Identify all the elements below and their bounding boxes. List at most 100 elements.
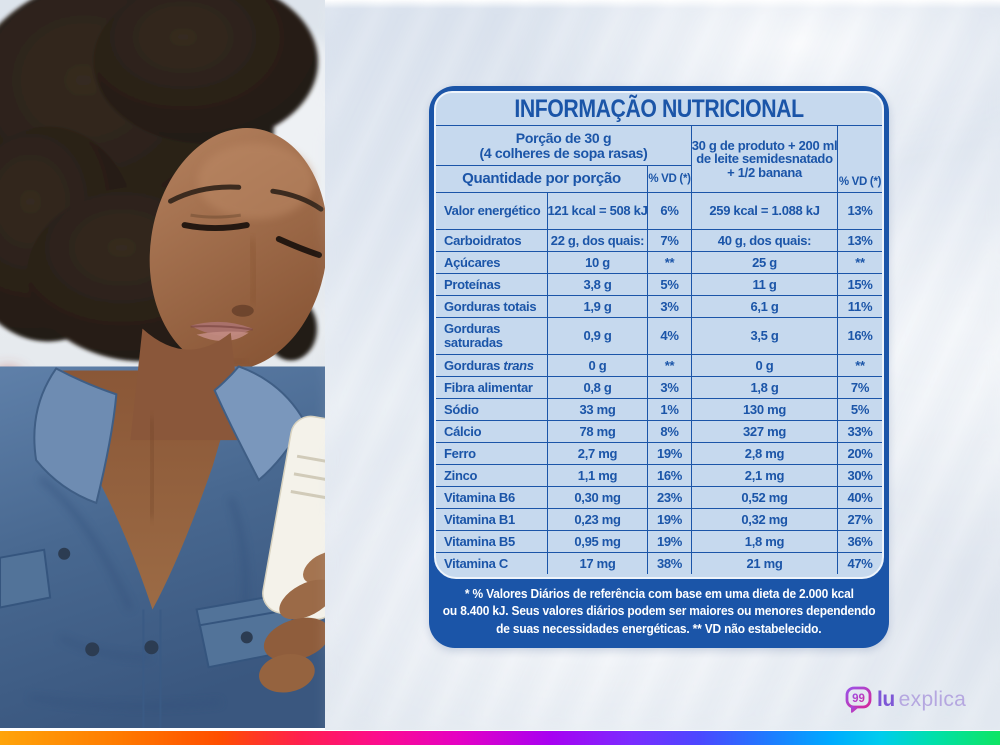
nutrition-title: INFORMAÇÃO NUTRICIONAL xyxy=(514,94,804,123)
nutrient-name: Vitamina C xyxy=(436,552,547,574)
combo-vd: 16% xyxy=(837,317,882,354)
portion-value: 10 g xyxy=(547,251,647,273)
combo-vd: 15% xyxy=(837,273,882,295)
portion-value: 33 mg xyxy=(547,398,647,420)
logo-lu-text: lu xyxy=(877,688,895,711)
nutrient-name: Vitamina B1 xyxy=(436,508,547,530)
nutrient-name: Cálcio xyxy=(436,420,547,442)
nutrient-name: Vitamina B6 xyxy=(436,486,547,508)
portion-value: 0,8 g xyxy=(547,376,647,398)
portion-value: 0,30 mg xyxy=(547,486,647,508)
daily-values-footnote: * % Valores Diários de referência com ba… xyxy=(429,579,889,643)
portion-vd: 1% xyxy=(647,398,691,420)
portion-vd: 7% xyxy=(647,229,691,251)
combo-value: 259 kcal = 1.088 kJ xyxy=(691,192,837,229)
nutrient-name: Sódio xyxy=(436,398,547,420)
combo-value: 25 g xyxy=(691,251,837,273)
portion-line1: Porção de 30 g xyxy=(515,129,612,146)
combo-vd: 7% xyxy=(837,376,882,398)
combo-value: 2,1 mg xyxy=(691,464,837,486)
portion-value: 3,8 g xyxy=(547,273,647,295)
portion-vd: 19% xyxy=(647,508,691,530)
combo-vd: 47% xyxy=(837,552,882,574)
logo-explica-text: explica xyxy=(898,688,967,711)
vd-header-right: % VD (*) xyxy=(837,126,882,192)
vd-header-left: % VD (*) xyxy=(647,166,691,192)
portion-vd: ** xyxy=(647,251,691,273)
nutrient-name: Vitamina B5 xyxy=(436,530,547,552)
lifestyle-photo xyxy=(0,0,326,728)
combo-value: 6,1 g xyxy=(691,295,837,317)
portion-value: 1,9 g xyxy=(547,295,647,317)
combo-value: 130 mg xyxy=(691,398,837,420)
portion-vd: 19% xyxy=(647,530,691,552)
portion-vd: 19% xyxy=(647,442,691,464)
rainbow-bar xyxy=(0,731,1000,745)
combo-vd: 27% xyxy=(837,508,882,530)
combo-value: 40 g, dos quais: xyxy=(691,229,837,251)
lu-explica-logo: 99 lu explica xyxy=(845,685,966,715)
nutrient-name: Gorduras totais xyxy=(436,295,547,317)
combo-value: 1,8 mg xyxy=(691,530,837,552)
portion-line2: (4 colheres de sopa rasas) xyxy=(479,144,648,161)
nutrient-name: Ferro xyxy=(436,442,547,464)
portion-value: 78 mg xyxy=(547,420,647,442)
nutrition-label-panel: INFORMAÇÃO NUTRICIONAL Porção de 30 g (4… xyxy=(434,91,884,579)
nutrition-table: Porção de 30 g (4 colheres de sopa rasas… xyxy=(436,125,882,574)
combo-vd: 40% xyxy=(837,486,882,508)
nutrient-name: Valor energético xyxy=(436,192,547,229)
nutrient-name: Açúcares xyxy=(436,251,547,273)
svg-text:99: 99 xyxy=(852,693,865,705)
nutrient-name: Fibra alimentar xyxy=(436,376,547,398)
portion-header: Porção de 30 g (4 colheres de sopa rasas… xyxy=(436,126,691,166)
speech-bubble-icon: 99 xyxy=(845,686,872,713)
portion-vd: 3% xyxy=(647,295,691,317)
combo-vd: 5% xyxy=(837,398,882,420)
portion-vd: 5% xyxy=(647,273,691,295)
nutrient-name: Gorduras saturadas xyxy=(436,317,547,354)
portion-value: 0,95 mg xyxy=(547,530,647,552)
portion-value: 2,7 mg xyxy=(547,442,647,464)
combo-vd: ** xyxy=(837,251,882,273)
bottom-white-strip xyxy=(0,745,1000,750)
combo-value: 0,32 mg xyxy=(691,508,837,530)
footnote-line: * % Valores Diários de referência com ba… xyxy=(464,586,854,602)
nutrient-name: Gorduras trans xyxy=(436,354,547,376)
nutrient-name: Carboidratos xyxy=(436,229,547,251)
combo-value: 11 g xyxy=(691,273,837,295)
nutrient-name: Proteínas xyxy=(436,273,547,295)
portion-vd: 23% xyxy=(647,486,691,508)
portion-value: 17 mg xyxy=(547,552,647,574)
combo-vd: 30% xyxy=(837,464,882,486)
combo-vd: 36% xyxy=(837,530,882,552)
portion-vd: 4% xyxy=(647,317,691,354)
nutrition-label-card: INFORMAÇÃO NUTRICIONAL Porção de 30 g (4… xyxy=(429,86,889,648)
combo-value: 0 g xyxy=(691,354,837,376)
combo-value: 2,8 mg xyxy=(691,442,837,464)
portion-vd: ** xyxy=(647,354,691,376)
combo-vd: 13% xyxy=(837,229,882,251)
portion-value: 22 g, dos quais: xyxy=(547,229,647,251)
portion-vd: 8% xyxy=(647,420,691,442)
combo-vd: ** xyxy=(837,354,882,376)
portion-value: 0,23 mg xyxy=(547,508,647,530)
footnote-line: ou 8.400 kJ. Seus valores diários podem … xyxy=(442,603,876,619)
portion-vd: 6% xyxy=(647,192,691,229)
portion-vd: 38% xyxy=(647,552,691,574)
combo-value: 3,5 g xyxy=(691,317,837,354)
portion-vd: 16% xyxy=(647,464,691,486)
portion-value: 0 g xyxy=(547,354,647,376)
combo-vd: 33% xyxy=(837,420,882,442)
combo-vd: 11% xyxy=(837,295,882,317)
quantity-header: Quantidade por porção xyxy=(462,170,621,188)
portion-value: 121 kcal = 508 kJ xyxy=(547,192,647,229)
portion-value: 0,9 g xyxy=(547,317,647,354)
combo-vd: 13% xyxy=(837,192,882,229)
nutrient-name: Zinco xyxy=(436,464,547,486)
portion-value: 1,1 mg xyxy=(547,464,647,486)
combo-header: 30 g de produto + 200 ml de leite semides… xyxy=(691,126,837,192)
combo-value: 1,8 g xyxy=(691,376,837,398)
combo-vd: 20% xyxy=(837,442,882,464)
portion-vd: 3% xyxy=(647,376,691,398)
